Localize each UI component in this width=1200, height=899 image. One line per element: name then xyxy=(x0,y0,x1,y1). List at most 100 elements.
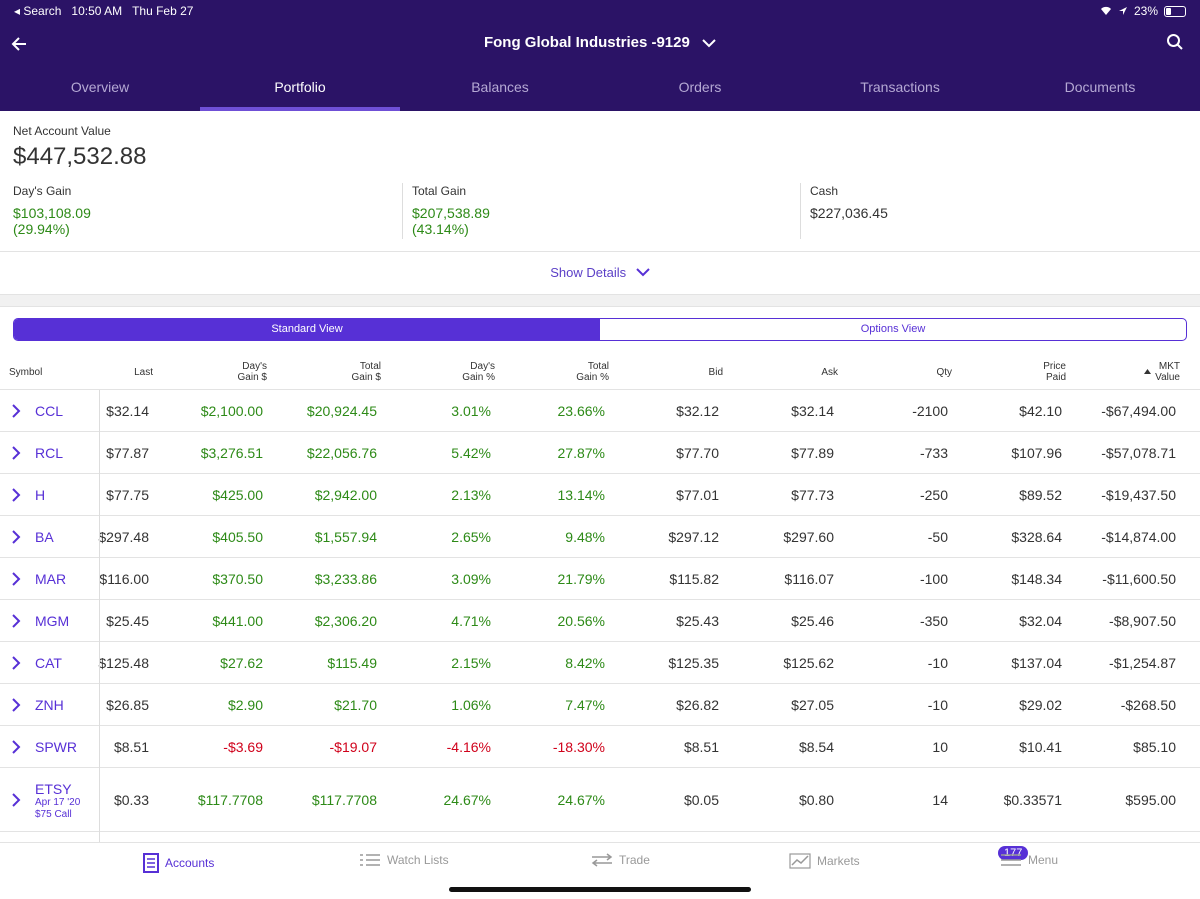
table-row[interactable]: CAT $125.48 $27.62 $115.49 2.15% 8.42% $125.35… xyxy=(0,642,1200,684)
cell-ask: $25.46 xyxy=(791,613,834,629)
col-mkt-line2: Value xyxy=(1155,372,1180,383)
cell-dp: 1.06% xyxy=(451,697,491,713)
tab-portfolio[interactable]: Portfolio xyxy=(200,66,400,111)
symbol-link[interactable]: ETSY Apr 17 '20 $75 Call xyxy=(35,781,80,821)
col-price-paid[interactable]: Price Paid xyxy=(1043,361,1066,383)
symbol-link[interactable]: SPWR xyxy=(35,739,77,755)
symbol-link[interactable]: CAT xyxy=(35,655,62,671)
cell-last: $25.45 xyxy=(106,613,149,629)
chevron-right-icon[interactable] xyxy=(11,404,21,418)
nav-accounts[interactable]: Accounts xyxy=(143,853,214,873)
cell-tp: 13.14% xyxy=(557,487,605,503)
cell-qty: -733 xyxy=(919,445,948,461)
chevron-right-icon[interactable] xyxy=(11,572,21,586)
table-row[interactable]: CCL $32.14 $2,100.00 $20,924.45 3.01% 23.66% $… xyxy=(0,390,1200,432)
tab-transactions[interactable]: Transactions xyxy=(860,79,940,95)
cell-dp: 24.67% xyxy=(443,792,491,808)
tab-balances[interactable]: Balances xyxy=(471,79,529,95)
nav-menu[interactable]: Menu xyxy=(1000,853,1058,867)
chevron-right-icon[interactable] xyxy=(11,446,21,460)
options-view-button[interactable]: Options View xyxy=(860,323,926,335)
account-title[interactable]: Fong Global Industries -9129 xyxy=(0,34,1200,51)
table-row[interactable]: SPWR $8.51 -$3.69 -$19.07 -4.16% -18.30% $8.51… xyxy=(0,726,1200,768)
chevron-right-icon[interactable] xyxy=(11,698,21,712)
nav-watch-lists[interactable]: Watch Lists xyxy=(359,853,449,867)
col-days-gain[interactable]: Day's Gain $ xyxy=(238,361,267,383)
cell-dg: $2.90 xyxy=(227,697,263,713)
symbol-text: CCL xyxy=(35,403,64,419)
col-ask[interactable]: Ask xyxy=(821,367,838,378)
markets-chart-icon xyxy=(789,853,811,869)
cell-dp: 2.13% xyxy=(451,487,491,503)
col-days-pct-line1: Day's xyxy=(470,361,495,372)
cell-bid: $77.70 xyxy=(676,445,719,461)
symbol-link[interactable]: ZNH xyxy=(35,697,64,713)
table-row[interactable]: H $77.75 $425.00 $2,942.00 2.13% 13.14% $77.01… xyxy=(0,474,1200,516)
cell-qty: -350 xyxy=(919,613,948,629)
total-gain-label: Total Gain xyxy=(412,184,467,198)
search-icon[interactable] xyxy=(1166,33,1184,51)
symbol-link[interactable]: RCL xyxy=(35,445,63,461)
symbol-link[interactable]: H xyxy=(35,487,45,503)
symbol-link[interactable]: MAR xyxy=(35,571,66,587)
battery-icon xyxy=(1164,5,1186,17)
tab-orders[interactable]: Orders xyxy=(678,79,722,95)
cell-qty: -100 xyxy=(919,571,948,587)
cell-paid: $42.10 xyxy=(1019,403,1062,419)
symbol-link[interactable]: MGM xyxy=(35,613,69,629)
cell-bid: $297.12 xyxy=(668,529,719,545)
days-gain: Day's Gain $103,108.09 (29.94%) xyxy=(13,184,91,238)
tab-overview[interactable]: Overview xyxy=(70,79,130,95)
cell-qty: 10 xyxy=(932,739,948,755)
cell-ask: $116.07 xyxy=(784,571,834,587)
show-details-button[interactable]: Show Details xyxy=(0,251,1200,294)
cell-tg: $2,306.20 xyxy=(314,613,377,629)
cell-tg: $2,942.00 xyxy=(314,487,377,503)
menu-notification-badge: 177 xyxy=(998,846,1029,860)
back-to-search[interactable]: ◂ Search xyxy=(14,4,62,18)
table-row[interactable]: ZNH $26.85 $2.90 $21.70 1.06% 7.47% $26.82 $27.… xyxy=(0,684,1200,726)
col-bid[interactable]: Bid xyxy=(708,367,723,378)
nav-markets[interactable]: Markets xyxy=(789,853,860,869)
tab-documents[interactable]: Documents xyxy=(1064,79,1136,95)
nav-trade[interactable]: Trade xyxy=(591,853,650,867)
cell-dg: $3,276.51 xyxy=(200,445,263,461)
col-symbol[interactable]: Symbol xyxy=(9,367,43,378)
standard-view-button[interactable]: Standard View xyxy=(14,319,600,340)
days-gain-percent: (29.94%) xyxy=(13,221,70,237)
cell-dp: 5.42% xyxy=(451,445,491,461)
col-mkt-value[interactable]: MKT Value xyxy=(1144,361,1180,383)
symbol-text: ZNH xyxy=(35,697,64,713)
show-details-label: Show Details xyxy=(550,265,627,280)
back-arrow-icon[interactable] xyxy=(10,32,30,56)
table-row[interactable]: ETSY Apr 17 '20 $75 Call $0.33 $117.7708 $117… xyxy=(0,768,1200,832)
chevron-right-icon[interactable] xyxy=(11,656,21,670)
chevron-right-icon[interactable] xyxy=(11,530,21,544)
chevron-right-icon[interactable] xyxy=(11,614,21,628)
cell-paid: $0.33571 xyxy=(1003,792,1062,808)
symbol-link[interactable]: BA xyxy=(35,529,54,545)
table-row[interactable]: RCL $77.87 $3,276.51 $22,056.76 5.42% 27.87% $… xyxy=(0,432,1200,474)
cell-bid: $115.82 xyxy=(669,571,719,587)
cell-ask: $125.62 xyxy=(783,655,834,671)
cell-tp: 24.67% xyxy=(557,792,605,808)
cell-last: $116.00 xyxy=(99,571,149,587)
col-total-pct[interactable]: Total Gain % xyxy=(576,361,609,383)
cell-dp: -4.16% xyxy=(446,739,491,755)
table-row[interactable]: MGM $25.45 $441.00 $2,306.20 4.71% 20.56% $25.… xyxy=(0,600,1200,642)
col-days-pct[interactable]: Day's Gain % xyxy=(462,361,495,383)
cell-ask: $8.54 xyxy=(798,739,834,755)
col-qty[interactable]: Qty xyxy=(936,367,952,378)
cell-dg: $441.00 xyxy=(212,613,263,629)
table-row[interactable]: MAR $116.00 $370.50 $3,233.86 3.09% 21.79% $11… xyxy=(0,558,1200,600)
chevron-right-icon[interactable] xyxy=(11,793,21,807)
cell-dp: 2.65% xyxy=(451,529,491,545)
table-row[interactable]: BA $297.48 $405.50 $1,557.94 2.65% 9.48% $297.… xyxy=(0,516,1200,558)
chevron-right-icon[interactable] xyxy=(11,740,21,754)
col-last[interactable]: Last xyxy=(134,367,153,378)
col-total-gain[interactable]: Total Gain $ xyxy=(352,361,381,383)
cell-ask: $77.73 xyxy=(791,487,834,503)
symbol-link[interactable]: CCL xyxy=(35,403,63,419)
chevron-right-icon[interactable] xyxy=(11,488,21,502)
accounts-icon xyxy=(143,853,159,873)
